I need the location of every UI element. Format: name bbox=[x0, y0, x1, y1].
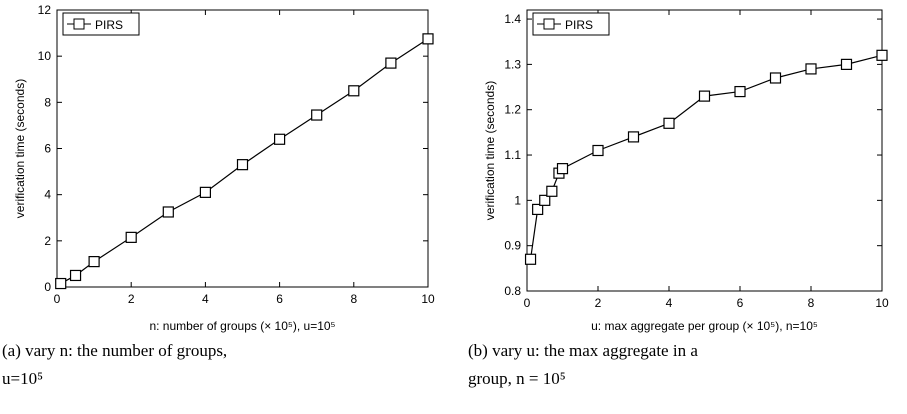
marker bbox=[592, 144, 604, 157]
y-tick-label: 2 bbox=[44, 234, 51, 248]
x-tick-label: 10 bbox=[421, 292, 435, 306]
line bbox=[529, 54, 883, 260]
marker bbox=[385, 57, 397, 69]
marker bbox=[876, 49, 888, 61]
y-tick-label: 0.9 bbox=[504, 239, 521, 253]
x-tick-label: 2 bbox=[128, 292, 135, 306]
y-tick-label: 0.8 bbox=[504, 284, 521, 298]
marker bbox=[69, 269, 82, 282]
marker bbox=[199, 186, 211, 198]
marker bbox=[546, 185, 558, 197]
legend-label: PIRS bbox=[95, 18, 123, 32]
x-axis-label: u: max aggregate per group (× 10⁵), n=10… bbox=[591, 319, 818, 333]
y-tick-label: 1.2 bbox=[504, 103, 521, 117]
marker bbox=[769, 72, 782, 84]
marker bbox=[663, 117, 675, 129]
x-axis-label: n: number of groups (× 10⁵), u=10⁵ bbox=[149, 319, 335, 333]
plot-area bbox=[56, 9, 429, 288]
marker bbox=[422, 33, 434, 45]
x-tick-label: 4 bbox=[202, 292, 209, 306]
marker bbox=[539, 194, 551, 206]
y-tick-label: 1 bbox=[514, 193, 521, 207]
marker bbox=[88, 256, 100, 268]
x-tick-label: 6 bbox=[276, 292, 283, 306]
y-tick-label: 0 bbox=[44, 280, 51, 294]
marker bbox=[698, 90, 711, 102]
y-tick-label: 8 bbox=[44, 95, 51, 109]
y-tick-label: 1.1 bbox=[504, 148, 521, 162]
marker bbox=[627, 131, 640, 143]
x-tick-label: 8 bbox=[350, 292, 357, 306]
marker bbox=[556, 163, 569, 175]
marker bbox=[348, 85, 360, 97]
legend-marker bbox=[543, 18, 555, 30]
legend-label: PIRS bbox=[565, 18, 593, 32]
x-tick-label: 8 bbox=[808, 296, 815, 310]
marker bbox=[236, 159, 249, 171]
marker bbox=[125, 231, 137, 243]
marker bbox=[274, 133, 286, 145]
plot-area bbox=[526, 9, 883, 292]
y-axis-label: verification time (seconds) bbox=[483, 81, 497, 220]
caption: (b) vary u: the max aggregate in a bbox=[468, 341, 698, 360]
x-tick-label: 10 bbox=[875, 296, 889, 310]
y-tick-label: 1.3 bbox=[504, 57, 521, 71]
marker bbox=[734, 85, 746, 98]
marker bbox=[162, 206, 174, 218]
x-tick-label: 0 bbox=[524, 296, 531, 310]
caption: (a) vary n: the number of groups, bbox=[2, 341, 227, 360]
x-tick-label: 0 bbox=[54, 292, 61, 306]
x-tick-label: 2 bbox=[595, 296, 602, 310]
marker bbox=[532, 203, 544, 216]
y-tick-label: 6 bbox=[44, 142, 51, 156]
marker bbox=[55, 277, 67, 290]
y-tick-label: 10 bbox=[38, 49, 52, 63]
x-tick-label: 4 bbox=[666, 296, 673, 310]
x-tick-label: 6 bbox=[737, 296, 744, 310]
marker bbox=[840, 58, 853, 70]
y-tick-label: 4 bbox=[44, 188, 51, 202]
caption: u=10⁵ bbox=[2, 369, 43, 388]
y-tick-label: 12 bbox=[38, 3, 52, 17]
marker bbox=[805, 63, 817, 75]
caption: group, n = 10⁵ bbox=[468, 369, 566, 388]
y-axis-label: verification time (seconds) bbox=[13, 79, 27, 218]
y-tick-label: 1.4 bbox=[504, 12, 521, 26]
marker bbox=[311, 109, 323, 121]
marker bbox=[524, 253, 537, 265]
legend-marker bbox=[73, 18, 85, 30]
